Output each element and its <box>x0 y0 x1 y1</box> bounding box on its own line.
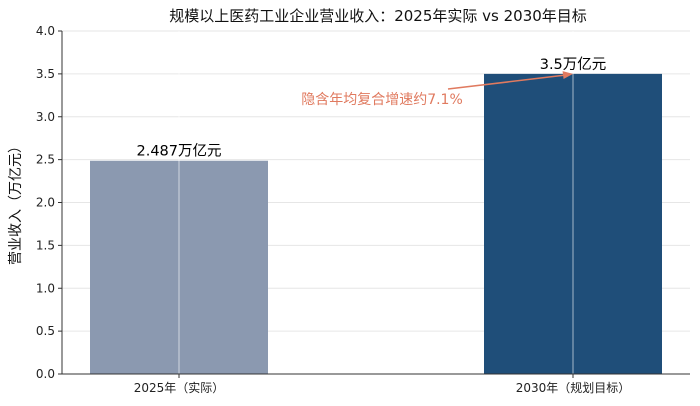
x-tick-label: 2025年（实际） <box>134 380 225 395</box>
chart-title: 规模以上医药工业企业营业收入：2025年实际 vs 2030年目标 <box>169 7 587 25</box>
annotation-arrow-line <box>447 74 568 90</box>
data-labels: 2.487万亿元 3.5万亿元 <box>136 56 606 160</box>
x-tick-label: 2030年（规划目标） <box>516 380 631 395</box>
vertical-grid-lines <box>178 31 574 374</box>
y-tick-label: 0.0 <box>36 367 55 381</box>
y-tick-label: 1.5 <box>36 238 55 252</box>
y-tick-label: 2.5 <box>36 153 55 167</box>
y-tick-label: 3.5 <box>36 67 55 81</box>
y-tick-label: 0.5 <box>36 324 55 338</box>
y-axis-label: 营业收入（万亿元） <box>8 139 24 265</box>
y-tick-label: 4.0 <box>36 24 55 38</box>
data-label: 2.487万亿元 <box>136 143 221 160</box>
bars <box>90 73 662 374</box>
annotation: 隐含年均复合增速约7.1% <box>301 71 573 108</box>
y-tick-label: 2.0 <box>36 196 55 210</box>
tick-labels: 0.0 0.5 1.0 1.5 2.0 2.5 3.0 3.5 4.0 2025年（实际） 2030… <box>36 24 630 395</box>
data-label: 3.5万亿元 <box>540 56 607 73</box>
annotation-arrow-head <box>562 71 573 80</box>
annotation-text: 隐含年均复合增速约7.1% <box>301 91 463 108</box>
y-tick-label: 1.0 <box>36 281 55 295</box>
y-tick-label: 3.0 <box>36 110 55 124</box>
